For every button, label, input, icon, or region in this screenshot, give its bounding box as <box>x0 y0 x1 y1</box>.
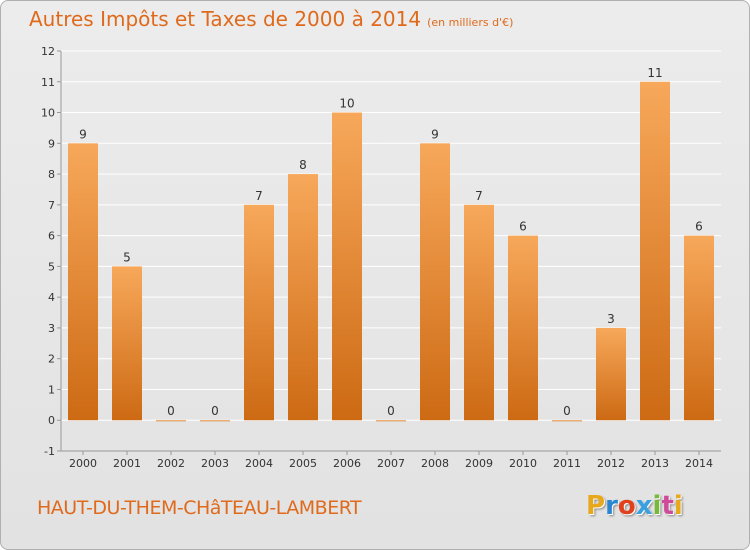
data-label: 0 <box>387 404 395 418</box>
x-tick-label: 2001 <box>113 457 141 470</box>
y-tick-label: 1 <box>48 383 55 396</box>
data-label: 0 <box>563 404 571 418</box>
y-tick-label: -1 <box>44 445 55 458</box>
x-tick-label: 2003 <box>201 457 229 470</box>
bar-2010 <box>508 235 538 421</box>
x-tick-label: 2010 <box>509 457 537 470</box>
bar-2000 <box>68 143 98 421</box>
y-tick-label: 9 <box>48 137 55 150</box>
x-tick-label: 2013 <box>641 457 669 470</box>
y-tick-label: 2 <box>48 353 55 366</box>
data-label: 0 <box>167 404 175 418</box>
bar-2003 <box>200 420 230 422</box>
x-tick-label: 2008 <box>421 457 449 470</box>
x-tick-label: 2006 <box>333 457 361 470</box>
commune-name: HAUT-DU-THEM-CHâTEAU-LAMBERT <box>37 497 362 519</box>
axes <box>57 50 721 455</box>
bar-2011 <box>552 420 582 422</box>
data-label: 9 <box>79 127 87 141</box>
bar-2012 <box>596 327 626 421</box>
x-tick-label: 2011 <box>553 457 581 470</box>
bar-2014 <box>684 235 714 421</box>
bar-2009 <box>464 204 494 421</box>
data-label: 5 <box>123 250 131 264</box>
bar-2013 <box>640 81 670 421</box>
data-label: 6 <box>695 220 703 234</box>
y-tick-label: 3 <box>48 322 55 335</box>
x-tick-label: 2012 <box>597 457 625 470</box>
x-tick-label: 2004 <box>245 457 273 470</box>
logo-letter: r <box>605 491 618 521</box>
data-label: 9 <box>431 127 439 141</box>
proxiti-logo: Proxiti <box>586 491 683 521</box>
logo-letter: x <box>635 491 653 521</box>
y-tick-label: 6 <box>48 230 55 243</box>
y-tick-label: 0 <box>48 414 55 427</box>
bar-2006 <box>332 112 362 421</box>
bar-2008 <box>420 143 450 421</box>
data-label: 11 <box>647 66 662 80</box>
y-tick-label: 11 <box>41 76 55 89</box>
x-tick-label: 2009 <box>465 457 493 470</box>
bar-2001 <box>112 266 142 421</box>
data-labels: 9 5 0 0 7 8 10 0 9 7 6 0 3 11 6 <box>79 66 703 418</box>
data-label: 0 <box>211 404 219 418</box>
x-tick-labels: 2000 2001 2002 2003 2004 2005 2006 2007 2008 2009… <box>69 457 713 470</box>
data-label: 7 <box>255 189 263 203</box>
bar-2005 <box>288 174 318 421</box>
data-label: 6 <box>519 220 527 234</box>
bar-2004 <box>244 204 274 421</box>
y-tick-label: 8 <box>48 168 55 181</box>
data-label: 3 <box>607 312 615 326</box>
logo-letter: t <box>661 491 674 521</box>
logo-letter: P <box>586 491 606 521</box>
y-tick-label: 5 <box>48 260 55 273</box>
data-label: 10 <box>339 97 354 111</box>
chart-title: Autres Impôts et Taxes de 2000 à 2014 (en… <box>29 7 513 31</box>
x-tick-label: 2005 <box>289 457 317 470</box>
data-label: 8 <box>299 158 307 172</box>
x-tick-label: 2007 <box>377 457 405 470</box>
bars <box>68 81 714 422</box>
x-tick-label: 2000 <box>69 457 97 470</box>
y-tick-label: 12 <box>41 45 55 58</box>
bar-2002 <box>156 420 186 422</box>
y-tick-label: 7 <box>48 199 55 212</box>
data-label: 7 <box>475 189 483 203</box>
bar-2007 <box>376 420 406 422</box>
y-tick-label: 10 <box>41 107 55 120</box>
logo-letter: i <box>673 491 683 521</box>
chart-title-text: Autres Impôts et Taxes de 2000 à 2014 <box>29 7 422 31</box>
y-tick-label: 4 <box>48 291 55 304</box>
chart-subtitle: (en milliers d'€) <box>427 16 514 29</box>
logo-letter: o <box>617 491 636 521</box>
logo-letter: i <box>652 491 662 521</box>
x-tick-label: 2014 <box>685 457 713 470</box>
x-tick-label: 2002 <box>157 457 185 470</box>
